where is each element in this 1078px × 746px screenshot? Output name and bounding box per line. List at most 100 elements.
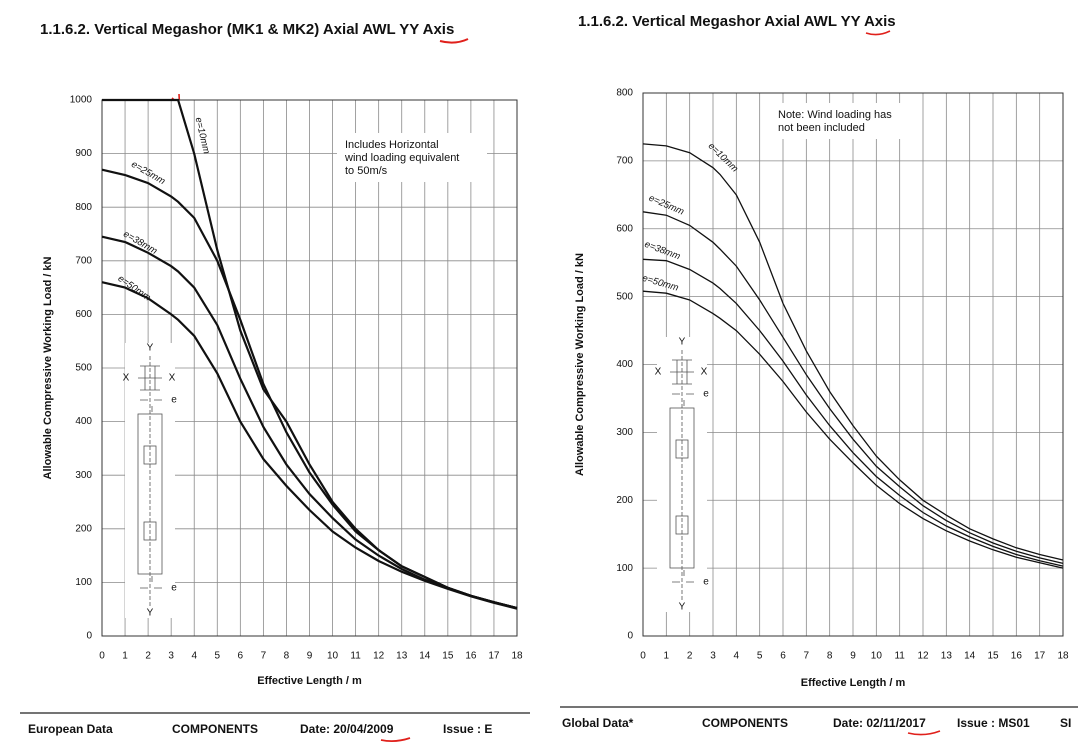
note-text: Includes Horizontal (345, 139, 439, 151)
x-tick-label: 3 (168, 651, 174, 662)
x-tick-label: 17 (488, 651, 500, 662)
x-tick-label: 7 (804, 651, 810, 662)
arrows (140, 399, 162, 589)
x-tick-label: 10 (327, 651, 339, 662)
x-tick-label: 2 (687, 651, 693, 662)
section (672, 359, 692, 385)
x-tick-label: 7 (261, 651, 267, 662)
note-text: not been included (778, 122, 865, 134)
chart: 1.1.6.2. Vertical Megashor (MK1 & MK2) A… (20, 21, 530, 736)
y-tick-label: 900 (75, 148, 92, 159)
plot-border (642, 92, 1064, 637)
y-tick-label: 400 (616, 359, 633, 370)
y-tick-label: 100 (616, 563, 633, 574)
x-tick-label: 8 (827, 651, 833, 662)
footer-text: European Data (28, 722, 113, 736)
chart-title: 1.1.6.2. Vertical Megashor (MK1 & MK2) A… (40, 21, 454, 38)
series-line (101, 281, 518, 610)
x-tick-label: 11 (894, 651, 905, 662)
x-tick-label: 16 (1011, 651, 1023, 662)
y-tick-label: 0 (86, 631, 92, 642)
red-underline (907, 730, 941, 736)
y-axis-label: Allowable Compressive Working Load / kN (42, 256, 54, 479)
arrows (672, 393, 694, 583)
node (143, 445, 157, 465)
y-tick-label: 1000 (70, 95, 93, 106)
y-tick-label: 600 (616, 223, 633, 234)
red-underline (380, 737, 411, 743)
series-line (642, 211, 1064, 565)
x-tick-label: 5 (214, 651, 220, 662)
node (675, 439, 689, 459)
x-tick-label: 6 (238, 651, 244, 662)
footer-text: COMPONENTS (702, 716, 788, 730)
x-tick-label: 4 (734, 651, 740, 662)
x-tick-label: 9 (850, 651, 856, 662)
inset-label: e (171, 395, 177, 406)
y-tick-label: 200 (616, 495, 633, 506)
x-tick-label: 15 (987, 651, 999, 662)
x-tick-label: 4 (191, 651, 197, 662)
x-tick-label: 11 (350, 651, 361, 662)
inset-label: Y (147, 608, 154, 619)
y-tick-label: 300 (616, 427, 633, 438)
x-tick-label: 18 (511, 651, 523, 662)
x-tick-label: 1 (122, 651, 128, 662)
y-tick-label: 700 (75, 255, 92, 266)
note-text: to 50m/s (345, 165, 388, 177)
note-text: Note: Wind loading has (778, 109, 892, 121)
inset-label: Y (679, 602, 686, 613)
red-underline (865, 30, 891, 36)
x-tick-label: 12 (917, 651, 929, 662)
series-line (642, 258, 1064, 567)
node (143, 521, 157, 541)
x-tick-label: 5 (757, 651, 763, 662)
footer-text: COMPONENTS (172, 722, 258, 736)
y-tick-label: 0 (627, 631, 633, 642)
y-tick-label: 100 (75, 577, 92, 588)
y-axis-label: Allowable Compressive Working Load / kN (574, 253, 586, 476)
column-diagram: Y X Xe e Y (123, 343, 178, 619)
column (669, 407, 695, 569)
series-line (642, 143, 1064, 561)
x-tick-label: 0 (640, 651, 646, 662)
footer-text: Issue : E (443, 722, 492, 736)
inset-label: Y (679, 337, 686, 348)
y-tick-label: 500 (75, 363, 92, 374)
section (140, 365, 160, 391)
inset-label: X (169, 373, 176, 384)
y-tick-label: 400 (75, 416, 92, 427)
x-tick-label: 2 (145, 651, 151, 662)
footer-text: Date: 02/11/2017 (833, 716, 926, 730)
column (137, 413, 163, 575)
x-axis-label: Effective Length / m (257, 675, 362, 687)
note-text: wind loading equivalent (344, 152, 459, 164)
x-tick-label: 6 (780, 651, 786, 662)
inset-label: Y (147, 343, 154, 354)
note-box (337, 133, 487, 182)
footer-text: Date: 20/04/2009 (300, 722, 394, 736)
inset-label: X (701, 367, 708, 378)
x-axis-label: Effective Length / m (801, 677, 906, 689)
footer-text: SI (1060, 716, 1071, 730)
x-tick-label: 14 (419, 651, 431, 662)
y-tick-label: 600 (75, 309, 92, 320)
x-tick-label: 13 (396, 651, 408, 662)
inset-label: e (703, 577, 709, 588)
chart-title: 1.1.6.2. Vertical Megashor Axial AWL YY … (578, 13, 896, 30)
node (675, 515, 689, 535)
x-tick-label: 8 (284, 651, 290, 662)
x-tick-label: 1 (664, 651, 670, 662)
series-line (642, 290, 1064, 569)
inset-bg (125, 343, 175, 618)
y-tick-label: 700 (616, 156, 633, 167)
inset-label: X (123, 373, 130, 384)
x-tick-label: 15 (442, 651, 454, 662)
inset-bg (657, 337, 707, 612)
red-underline (439, 38, 469, 44)
x-tick-label: 10 (871, 651, 883, 662)
x-tick-label: 13 (941, 651, 953, 662)
y-tick-label: 200 (75, 523, 92, 534)
y-tick-label: 800 (75, 202, 92, 213)
footer-text: Issue : MS01 (957, 716, 1030, 730)
